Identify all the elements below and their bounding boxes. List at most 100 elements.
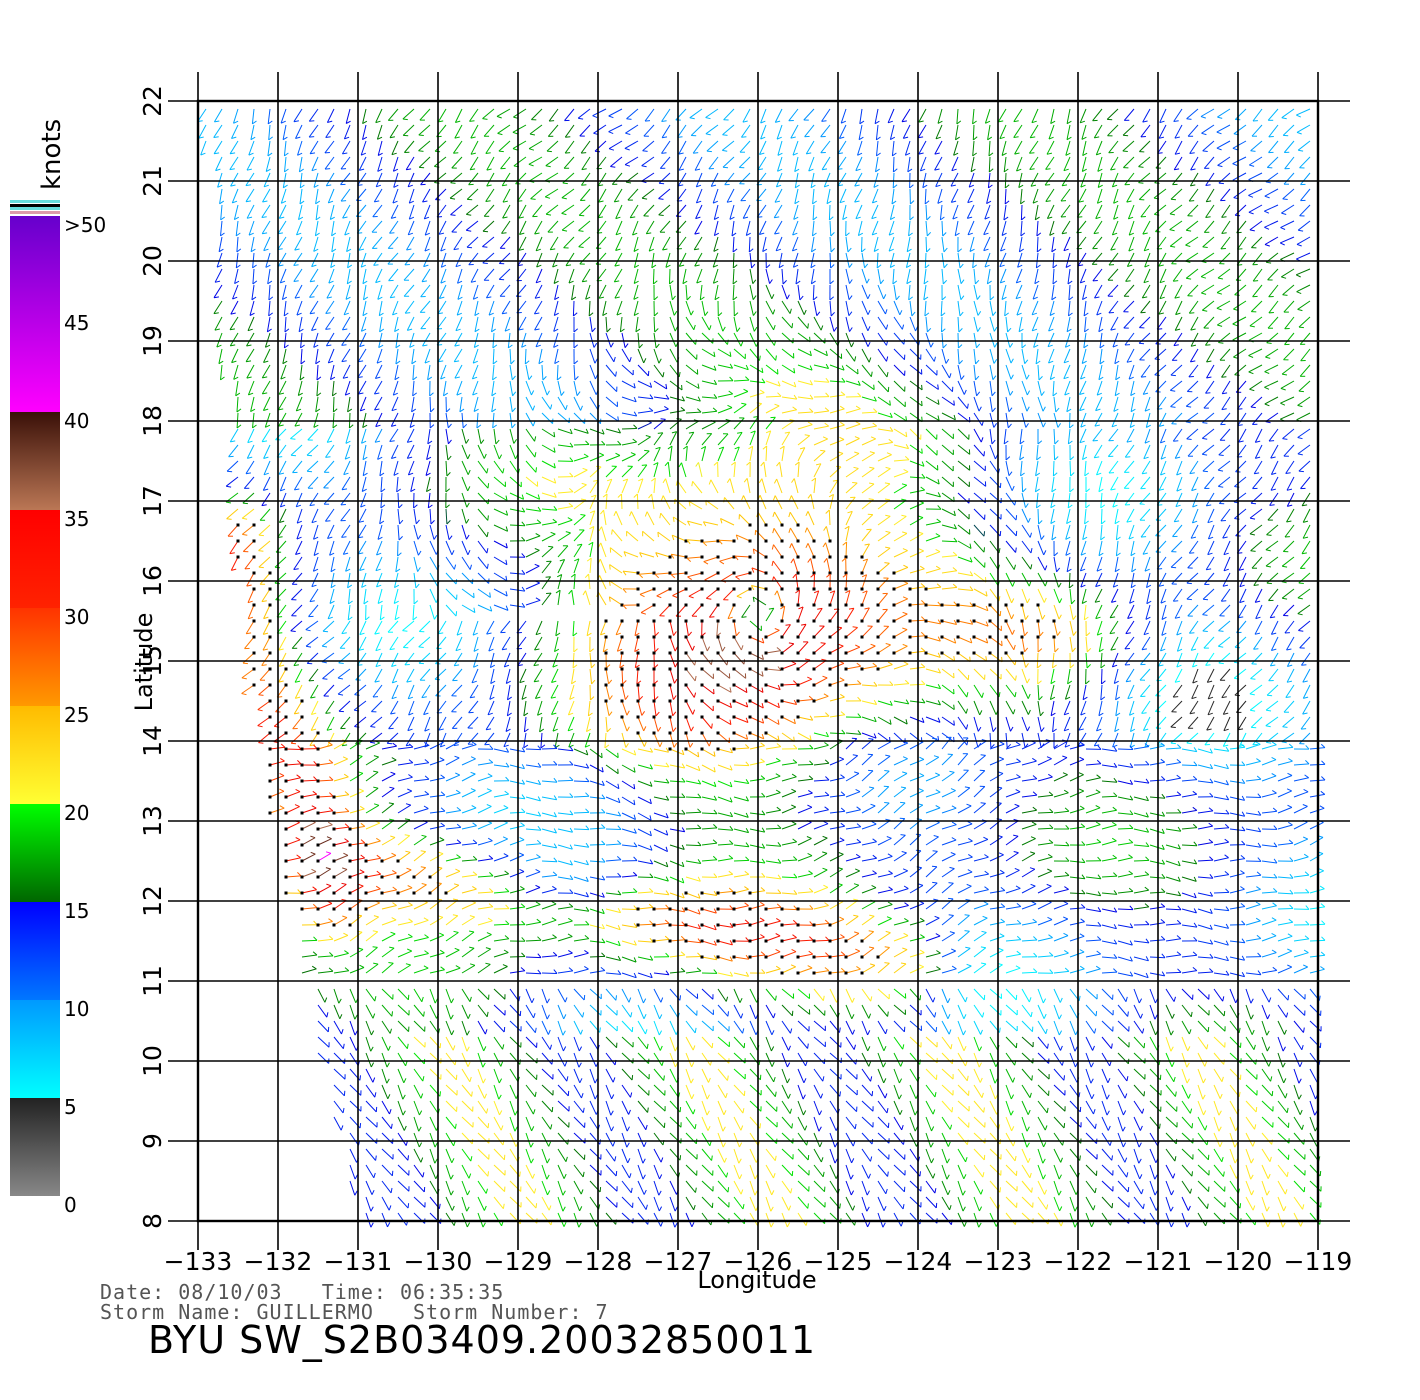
- wind-vector-barb: [791, 478, 795, 483]
- wind-vector-barb: [1281, 276, 1287, 279]
- wind-vector: [797, 316, 809, 329]
- wind-vector-dot: [268, 635, 272, 639]
- wind-vector: [749, 652, 764, 660]
- wind-vector-dot: [828, 603, 832, 607]
- wind-vector-barb: [720, 518, 723, 524]
- wind-vector-barb: [362, 312, 368, 317]
- wind-vector: [1264, 220, 1279, 228]
- wind-vector: [812, 204, 815, 221]
- wind-vector-barb: [491, 392, 497, 397]
- wind-vector: [1110, 316, 1119, 331]
- wind-vector: [1201, 444, 1215, 455]
- wind-vector-barb: [774, 216, 780, 219]
- wind-vector-barb: [812, 200, 817, 205]
- wind-vector: [1161, 604, 1167, 620]
- wind-vector-barb: [1064, 392, 1070, 396]
- wind-vector-barb: [502, 648, 508, 651]
- wind-vector-barb: [769, 279, 773, 284]
- wind-vector: [1037, 508, 1040, 525]
- wind-vector-barb: [741, 402, 747, 405]
- wind-vector: [717, 446, 725, 462]
- wind-vector-barb: [375, 120, 381, 124]
- wind-vector: [429, 524, 435, 540]
- wind-vector-barb: [510, 360, 515, 365]
- wind-vector: [1098, 316, 1103, 332]
- wind-vector: [789, 511, 799, 526]
- wind-vector: [245, 460, 255, 474]
- wind-vector: [845, 300, 850, 316]
- wind-vector-barb: [398, 504, 403, 509]
- wind-vector: [563, 156, 575, 169]
- wind-vector: [1297, 300, 1311, 310]
- wind-vector: [794, 188, 799, 204]
- wind-vector: [536, 252, 543, 268]
- wind-vector-barb: [601, 429, 605, 435]
- wind-vector-barb: [1036, 248, 1042, 253]
- wind-vector: [408, 204, 415, 220]
- wind-vector-barb: [327, 120, 333, 123]
- wind-vector-barb: [760, 461, 765, 467]
- wind-vector-barb: [1014, 152, 1020, 155]
- wind-vector: [1140, 364, 1151, 378]
- wind-vector-barb: [775, 120, 781, 123]
- wind-vector: [295, 124, 303, 139]
- wind-vector-barb: [633, 312, 639, 316]
- wind-vector: [1159, 428, 1167, 444]
- wind-vector-barb: [1146, 600, 1152, 605]
- wind-vector: [605, 316, 608, 333]
- wind-vector-barb: [678, 168, 684, 171]
- wind-vector-barb: [750, 430, 756, 434]
- wind-vector: [1286, 636, 1295, 651]
- wind-vector-barb: [535, 280, 541, 284]
- wind-vector-barb: [411, 408, 417, 413]
- wind-vector: [410, 476, 415, 492]
- wind-vector-barb: [854, 184, 860, 187]
- wind-vector-barb: [1186, 438, 1192, 440]
- wind-vector-barb: [902, 611, 908, 615]
- wind-vector-barb: [200, 152, 206, 156]
- wind-vector-barb: [262, 232, 268, 235]
- wind-vector: [1154, 364, 1167, 376]
- wind-vector: [422, 332, 431, 347]
- wind-vector-barb: [407, 440, 413, 443]
- wind-vector: [1063, 348, 1071, 363]
- wind-vector: [509, 428, 515, 444]
- wind-vector-dot: [252, 651, 256, 655]
- wind-vector-barb: [633, 411, 638, 417]
- wind-vector: [258, 540, 271, 551]
- wind-vector-barb: [565, 136, 571, 138]
- wind-vector-barb: [231, 568, 237, 571]
- wind-vector-barb: [568, 488, 574, 493]
- wind-vector: [941, 428, 954, 440]
- wind-vector: [586, 620, 591, 636]
- wind-vector: [1085, 636, 1088, 652]
- wind-vector-barb: [1146, 424, 1151, 428]
- wind-vector-barb: [829, 296, 835, 301]
- wind-vector: [909, 332, 920, 346]
- wind-vector-barb: [1255, 600, 1261, 603]
- wind-vector: [892, 268, 895, 285]
- wind-vector: [445, 588, 457, 600]
- wind-vector: [637, 380, 652, 388]
- wind-vector-barb: [411, 360, 417, 365]
- wind-vector-barb: [412, 376, 418, 381]
- wind-vector-barb: [988, 152, 994, 157]
- wind-vector: [861, 425, 877, 430]
- wind-vector: [315, 396, 319, 412]
- wind-vector-barb: [430, 408, 435, 413]
- wind-vector: [277, 236, 287, 250]
- wind-vector-barb: [363, 600, 369, 605]
- wind-vector-barb: [412, 392, 418, 397]
- wind-vector-barb: [1099, 344, 1105, 349]
- wind-vector: [909, 502, 924, 510]
- wind-vector-barb: [678, 152, 684, 155]
- wind-vector-barb: [591, 327, 596, 333]
- wind-vector-barb: [374, 440, 381, 443]
- wind-vector: [1248, 348, 1263, 357]
- wind-vector: [909, 396, 923, 407]
- wind-vector: [1270, 444, 1279, 459]
- wind-vector: [781, 284, 788, 300]
- wind-vector: [1021, 508, 1029, 523]
- wind-vector: [1268, 124, 1279, 138]
- wind-vector: [363, 588, 367, 604]
